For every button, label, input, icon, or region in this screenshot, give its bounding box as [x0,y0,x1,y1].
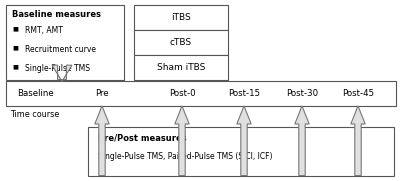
Text: Single-Pulse TMS: Single-Pulse TMS [25,64,90,73]
Text: Post-15: Post-15 [228,89,260,98]
Text: Pre/Post measures: Pre/Post measures [98,134,187,143]
FancyBboxPatch shape [134,5,228,30]
Polygon shape [175,106,189,176]
Text: Single-Pulse TMS, Paired-Pulse TMS (SICI, ICF): Single-Pulse TMS, Paired-Pulse TMS (SICI… [98,152,272,161]
Polygon shape [351,106,365,176]
Text: Post-0: Post-0 [169,89,195,98]
Text: Post-30: Post-30 [286,89,318,98]
FancyBboxPatch shape [6,81,396,106]
FancyBboxPatch shape [88,127,394,176]
Text: Recruitment curve: Recruitment curve [25,45,96,54]
Text: Pre: Pre [95,89,109,98]
FancyBboxPatch shape [134,55,228,80]
Text: RMT, AMT: RMT, AMT [25,26,63,35]
Text: Post-45: Post-45 [342,89,374,98]
Text: ■: ■ [12,45,18,50]
Polygon shape [295,106,309,176]
Polygon shape [52,65,72,81]
Polygon shape [237,106,251,176]
Text: iTBS: iTBS [171,13,191,22]
Text: Baseline measures: Baseline measures [12,10,101,19]
Text: ■: ■ [12,26,18,31]
Text: Time course: Time course [10,110,59,119]
Text: ■: ■ [12,64,18,69]
FancyBboxPatch shape [134,30,228,55]
Text: Sham iTBS: Sham iTBS [157,63,205,72]
FancyBboxPatch shape [6,5,124,80]
Polygon shape [95,106,109,176]
Text: Baseline: Baseline [18,89,54,98]
Text: cTBS: cTBS [170,38,192,47]
